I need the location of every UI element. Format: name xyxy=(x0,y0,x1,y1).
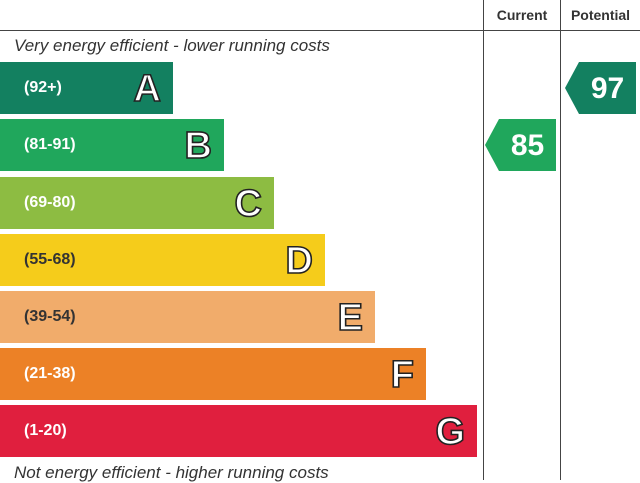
potential-rating-value: 97 xyxy=(590,72,625,105)
band-letter: B xyxy=(184,124,213,168)
header-divider xyxy=(0,30,640,31)
band-f: (21-38) F xyxy=(0,348,426,400)
bottom-caption: Not energy efficient - higher running co… xyxy=(14,463,329,482)
band-a: (92+) A xyxy=(0,62,173,114)
band-c: (69-80) C xyxy=(0,177,274,229)
band-letter: F xyxy=(390,353,415,397)
potential-rating-arrow: 97 xyxy=(565,62,636,114)
band-letter: G xyxy=(435,410,466,454)
band-letter: A xyxy=(133,67,162,111)
band-letter: C xyxy=(234,182,263,226)
current-rating-value: 85 xyxy=(510,129,545,162)
current-column-header: Current xyxy=(496,7,548,23)
band-range-label: (39-54) xyxy=(24,308,76,325)
band-range-label: (69-80) xyxy=(24,194,76,211)
band-range-label: (92+) xyxy=(24,79,62,96)
band-range-label: (21-38) xyxy=(24,365,76,382)
band-letter: E xyxy=(337,296,364,340)
potential-column-header: Potential xyxy=(570,7,631,23)
band-d: (55-68) D xyxy=(0,234,325,286)
band-range-label: (55-68) xyxy=(24,251,76,268)
top-caption: Very energy efficient - lower running co… xyxy=(14,36,330,55)
band-letter: D xyxy=(285,239,314,283)
band-g: (1-20) G xyxy=(0,405,477,457)
band-range-label: (1-20) xyxy=(24,422,67,439)
band-e: (39-54) E xyxy=(0,291,375,343)
current-rating-arrow: 85 xyxy=(485,119,556,171)
column-divider xyxy=(483,0,484,480)
column-divider xyxy=(560,0,561,480)
band-b: (81-91) B xyxy=(0,119,224,171)
band-range-label: (81-91) xyxy=(24,136,76,153)
